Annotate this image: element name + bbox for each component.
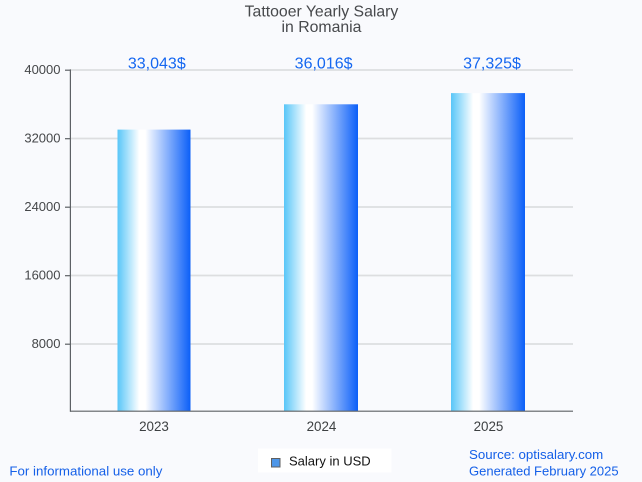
svg-text:Tattooer Yearly Salary: Tattooer Yearly Salary xyxy=(245,4,399,21)
svg-text:40000: 40000 xyxy=(24,62,60,77)
svg-text:8000: 8000 xyxy=(32,336,61,351)
svg-text:37,325$: 37,325$ xyxy=(463,56,521,73)
svg-text:Generated February 2025: Generated February 2025 xyxy=(469,463,619,478)
svg-text:Source: optisalary.com: Source: optisalary.com xyxy=(469,447,603,462)
svg-text:16000: 16000 xyxy=(24,268,60,283)
svg-text:32000: 32000 xyxy=(24,131,60,146)
svg-text:For informational use only: For informational use only xyxy=(9,463,162,478)
svg-text:in Romania: in Romania xyxy=(282,19,362,36)
svg-text:36,016$: 36,016$ xyxy=(295,56,353,73)
svg-text:Salary in USD: Salary in USD xyxy=(289,454,371,469)
svg-text:33,043$: 33,043$ xyxy=(128,56,186,73)
svg-text:2024: 2024 xyxy=(307,419,337,434)
svg-text:2023: 2023 xyxy=(139,419,169,434)
svg-text:24000: 24000 xyxy=(24,199,60,214)
svg-text:2025: 2025 xyxy=(474,419,504,434)
